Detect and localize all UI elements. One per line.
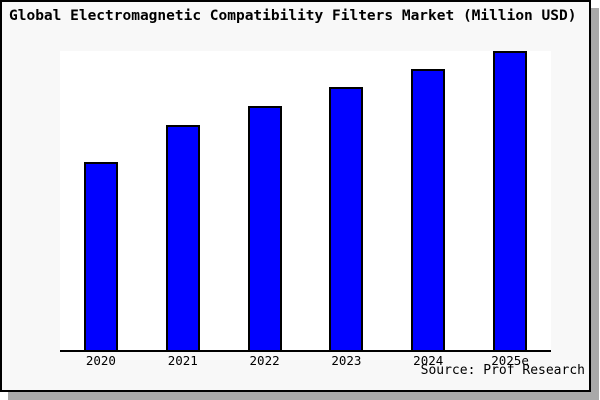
x-tick-label-2022: 2022: [249, 353, 280, 368]
bar-2022: [247, 106, 282, 350]
x-tick-label-2025e: 2025e: [491, 353, 529, 368]
bar-2020: [83, 162, 118, 350]
source-note: Source: Prof Research: [420, 363, 585, 378]
x-axis-labels: 2020 2021 2022 2023 2024 2025e: [60, 353, 551, 368]
x-tick-label-2023: 2023: [331, 353, 362, 368]
x-tick-label-2020: 2020: [85, 353, 116, 368]
bar-2025e: [493, 51, 528, 350]
chart-title: Global Electromagnetic Compatibility Fil…: [9, 8, 577, 24]
x-tick-label-2024: 2024: [413, 353, 444, 368]
bar-2023: [329, 87, 364, 350]
bar-2024: [411, 69, 446, 350]
x-tick-label-2021: 2021: [167, 353, 198, 368]
chart-frame: Global Electromagnetic Compatibility Fil…: [0, 0, 591, 392]
plot-area: [60, 51, 551, 352]
bar-2021: [165, 125, 200, 350]
